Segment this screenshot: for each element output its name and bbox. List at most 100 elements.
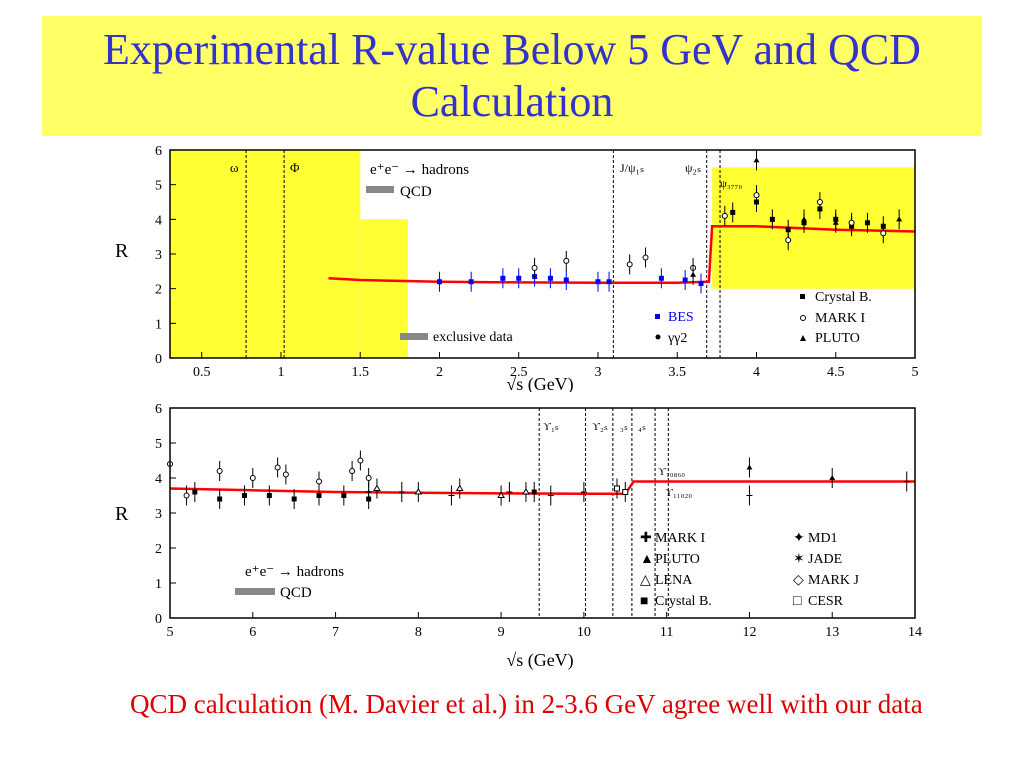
- chart1-point-4-2: [448, 485, 455, 506]
- chart0-ytick-label-4: 4: [155, 213, 162, 228]
- chart1-point-0-1: [216, 461, 223, 481]
- chart0-point-1-2: [769, 209, 775, 230]
- chart0-point-2-3: [642, 247, 649, 268]
- chart0-xtick-label-1: 1: [277, 365, 284, 380]
- chart1-xtick-label-3: 8: [415, 625, 422, 640]
- bottom-legend-qcd: QCD: [280, 585, 312, 601]
- chart1-point-3-2: [242, 485, 247, 506]
- chart1-point-7-1: [622, 482, 629, 502]
- bottom-legend-md1-marker: ✦: [793, 531, 805, 546]
- chart0-point-0-0: [436, 271, 442, 292]
- bottom-legend-crystal: Crystal B.: [655, 594, 712, 609]
- top-legend-bes-marker: [655, 314, 660, 319]
- bottom-content: [167, 408, 915, 618]
- bot-res-11020: ϒ₁₁₀₂₀: [665, 487, 692, 499]
- top-legend-qcd: QCD: [400, 184, 432, 200]
- top-legend-marki: MARK I: [815, 311, 866, 326]
- chart1-point-0-2: [249, 468, 256, 488]
- chart1-point-2-2: [455, 478, 464, 499]
- chart0-point-2-2: [626, 254, 633, 275]
- chart0-point-2-6: [753, 185, 760, 206]
- bot-res-3s: ₃ₛ: [620, 421, 628, 433]
- top-ticks: 0.5 1 1.5 2 2.5 3 3.5 4 4.5 5 0 1 2 3 4 5 6: [155, 144, 919, 380]
- top-res-omega: ω: [230, 160, 239, 175]
- chart1-point-4-3: [506, 482, 513, 502]
- bottom-legend-lena-marker: △: [640, 573, 651, 588]
- bottom-y-label: R: [115, 503, 129, 525]
- chart0-point-0-1: [468, 271, 474, 292]
- chart0-point-2-10: [880, 223, 887, 244]
- top-legend-qcd-swatch: [366, 186, 394, 193]
- bot-res-1s: ϒ₁ₛ: [543, 421, 559, 433]
- chart1-point-1-1: [829, 468, 836, 488]
- caption: QCD calculation (M. Davier et al.) in 2-…: [130, 689, 923, 719]
- chart1-point-1-0: [746, 457, 753, 478]
- chart0-point-3-4: [896, 209, 903, 230]
- chart0-xtick-label-3: 2: [436, 365, 443, 380]
- bottom-x-label: √s (GeV): [506, 650, 573, 670]
- top-y-label: R: [115, 240, 129, 262]
- chart0-band-0: [170, 150, 361, 358]
- top-legend-gg2-marker: [655, 334, 661, 340]
- chart0-point-0-7: [595, 271, 601, 292]
- chart1-point-0-5: [349, 461, 356, 481]
- chart0-band-1: [360, 219, 408, 358]
- chart1-ytick-label-5: 5: [155, 437, 162, 452]
- top-legend-pluto-marker: [800, 335, 806, 341]
- chart1-point-4-0: [365, 482, 372, 502]
- chart0-point-2-1: [563, 250, 570, 271]
- chart1-point-0-3: [282, 464, 289, 485]
- chart0-point-0-11: [698, 273, 704, 294]
- chart0-qcd-line: [328, 225, 916, 285]
- chart0-xtick-label-7: 4: [753, 365, 760, 380]
- slide-title: Experimental R-value Below 5 GeV and QCD…: [103, 25, 921, 126]
- top-legend-hadrons: e⁺e⁻ → hadrons: [370, 162, 469, 178]
- top-res-phi: Φ: [290, 160, 300, 175]
- chart1-point-2-3: [497, 485, 505, 506]
- chart1-point-3-4: [291, 489, 297, 509]
- chart1-point-3-8: [531, 482, 537, 502]
- chart0-xtick-label-2: 1.5: [351, 365, 369, 380]
- bottom-legend-marki-marker: ✚: [640, 531, 652, 546]
- chart1-qcd-line: [169, 480, 915, 496]
- bottom-legend-pluto-marker: ▲: [640, 552, 654, 567]
- title-box: Experimental R-value Below 5 GeV and QCD…: [42, 16, 982, 136]
- chart0-point-3-3: [832, 212, 839, 233]
- chart0-ytick-label-6: 6: [155, 144, 162, 159]
- chart1-ytick-label-6: 6: [155, 402, 162, 417]
- top-legend-marki-marker: [800, 315, 806, 321]
- top-legend-topleft: e⁺e⁻ → hadrons QCD: [366, 162, 469, 200]
- chart0-point-3-2: [801, 209, 808, 230]
- bottom-legend-crystal-marker: ■: [640, 594, 648, 609]
- chart1-ytick-label-3: 3: [155, 507, 162, 522]
- chart0-point-2-9: [848, 212, 855, 233]
- chart1-point-4-4: [547, 485, 554, 506]
- chart1-point-3-3: [266, 485, 272, 506]
- top-legend-exclusive: exclusive data: [433, 330, 513, 345]
- bot-res-4s: ₄ₛ: [638, 421, 646, 433]
- chart1-xtick-label-8: 13: [825, 625, 839, 640]
- chart1-point-4-5: [580, 482, 587, 502]
- chart0-point-0-5: [547, 268, 553, 289]
- chart1-point-4-1: [398, 482, 405, 502]
- chart1-point-6-2: [357, 450, 364, 471]
- chart1-point-3-0: [192, 482, 198, 502]
- chart1-xtick-label-0: 5: [167, 625, 174, 640]
- chart0-point-1-0: [730, 202, 736, 223]
- top-legend-crystal-marker: [800, 294, 805, 299]
- chart0-xtick-label-4: 2.5: [510, 365, 527, 380]
- bottom-legend-jade: JADE: [808, 552, 842, 567]
- chart0-point-3-1: [753, 150, 760, 171]
- bottom-legend-cesr-marker: □: [793, 594, 802, 609]
- bottom-legend-lena: LENA: [655, 573, 693, 588]
- chart0-xtick-label-5: 3: [594, 365, 601, 380]
- chart1-point-5-1: [903, 471, 910, 492]
- bottom-legend-qcd-swatch: [235, 588, 275, 595]
- chart0-ytick-label-5: 5: [155, 179, 162, 194]
- bottom-legend-right: MARK I MD1 PLUTO JADE LENA MARK J Crysta…: [640, 531, 860, 609]
- chart1-xtick-label-7: 12: [742, 625, 756, 640]
- top-content: [245, 150, 916, 358]
- chart1-ytick-label-2: 2: [155, 542, 162, 557]
